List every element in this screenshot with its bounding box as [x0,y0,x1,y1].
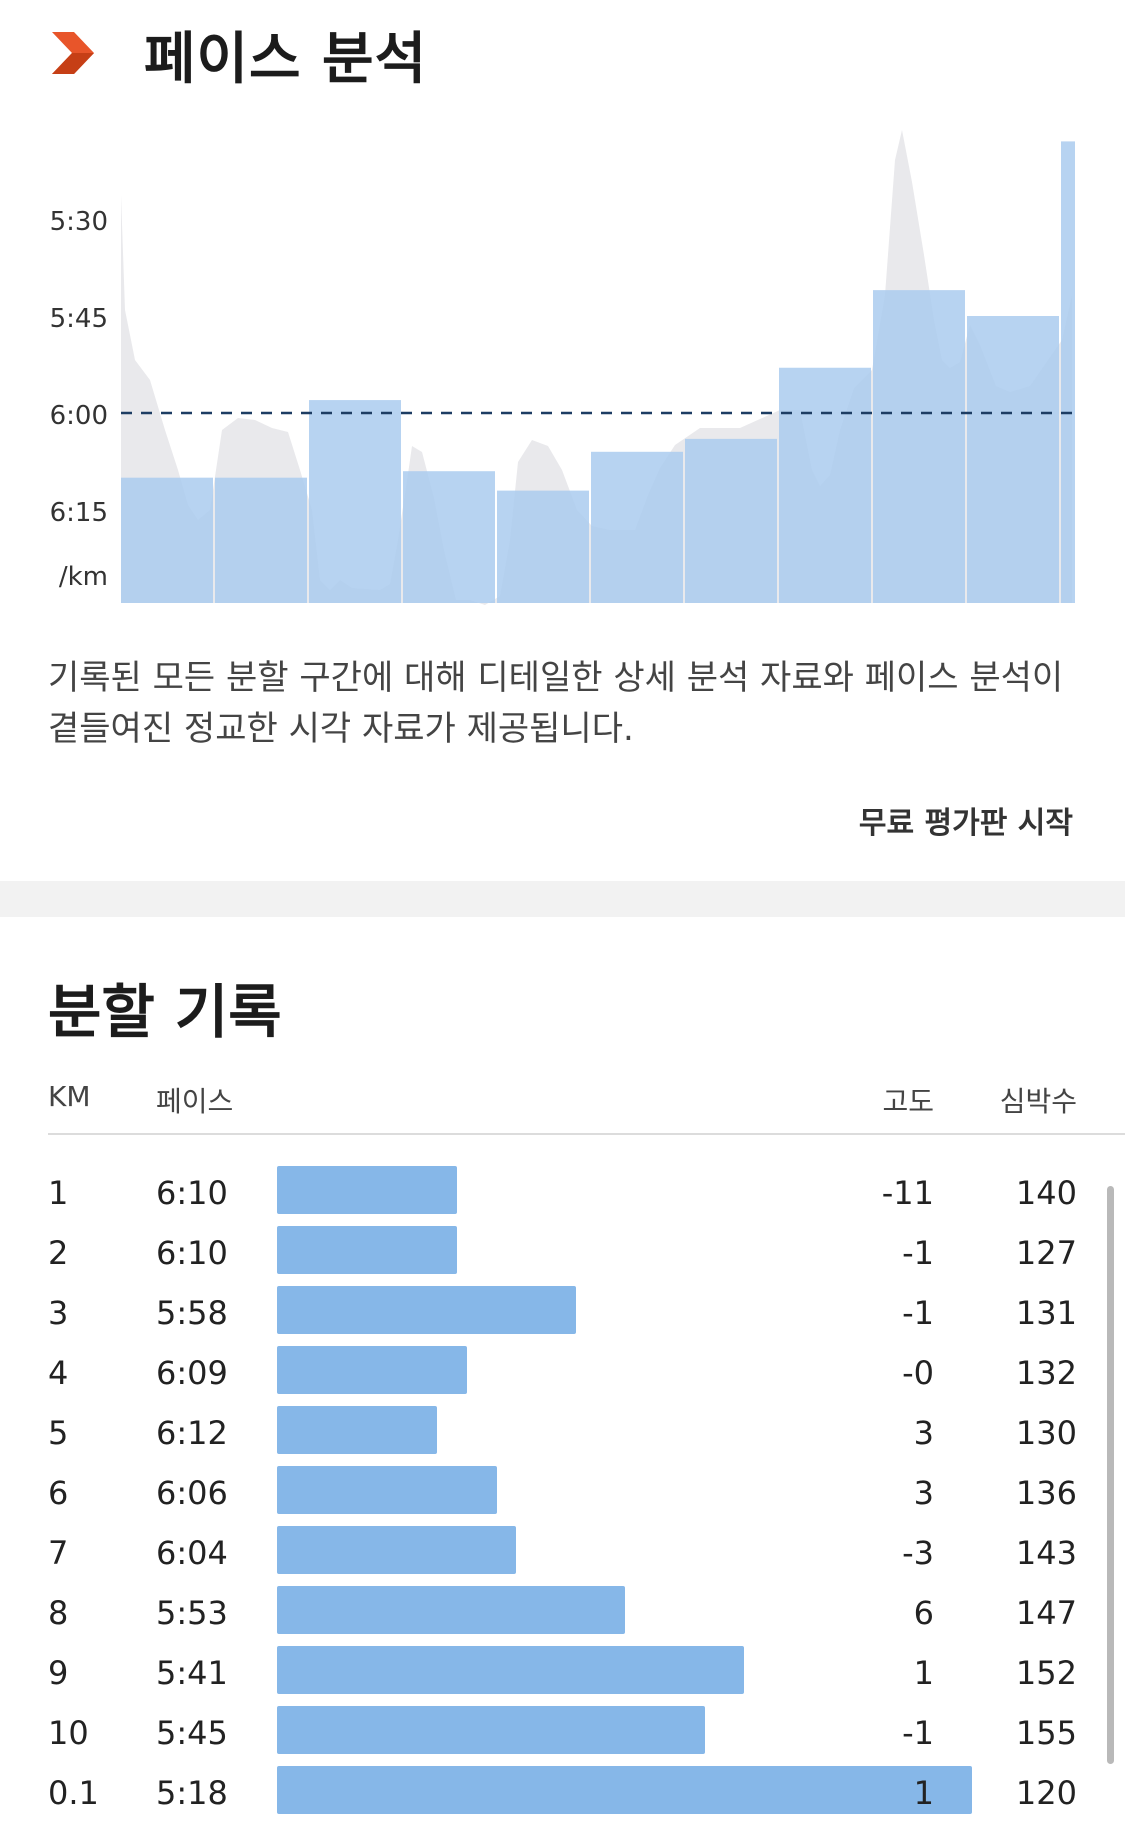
split-km: 8 [48,1594,69,1632]
y-tick-label: 5:30 [50,207,108,237]
split-pace: 6:04 [156,1534,228,1572]
split-heart-rate: 155 [1015,1714,1077,1752]
split-km: 7 [48,1534,69,1572]
y-axis-unit-label: /km [59,562,108,592]
split-pace: 6:12 [156,1414,228,1452]
splits-title: 분할 기록 [48,978,282,1046]
split-pace: 6:06 [156,1474,228,1512]
table-row: 8 5:53 6 147 [0,1586,1125,1646]
split-heart-rate: 131 [1015,1294,1077,1332]
table-row: 4 6:09 -0 132 [0,1346,1125,1406]
split-elevation: -1 [902,1714,934,1752]
page-header: 페이스 분석 [0,0,1125,110]
table-row: 10 5:45 -1 155 [0,1706,1125,1766]
split-elevation: -0 [902,1354,934,1392]
split-heart-rate: 136 [1015,1474,1077,1512]
table-row: 6 6:06 3 136 [0,1466,1125,1526]
split-pace: 5:53 [156,1594,228,1632]
split-elevation: 3 [913,1474,934,1512]
split-pace-bar [277,1226,457,1274]
pace-bar-km-1[interactable] [121,477,213,603]
table-row: 2 6:10 -1 127 [0,1226,1125,1286]
split-pace-bar [277,1406,438,1454]
split-heart-rate: 132 [1015,1354,1077,1392]
pace-chart-svg: 5:30 5:45 6:00 6:15/km [50,130,1075,605]
pace-bar-km-10[interactable] [967,316,1059,603]
split-pace: 6:10 [156,1234,228,1272]
split-km: 9 [48,1654,69,1692]
split-pace-bar [277,1586,626,1634]
section-divider [0,881,1125,917]
pace-bar-km-0.1[interactable] [1061,141,1075,603]
col-header-pace: 페이스 [156,1085,234,1118]
split-pace: 5:45 [156,1714,228,1752]
y-tick-label: 6:00 [50,401,108,431]
scrollbar[interactable] [1107,1186,1114,1764]
split-pace: 6:09 [156,1354,228,1392]
y-tick-label: 5:45 [50,304,108,334]
split-heart-rate: 127 [1015,1234,1077,1272]
analysis-description: 기록된 모든 분할 구간에 대해 디테일한 상세 분석 자료와 페이스 분석이 … [48,658,1064,749]
split-pace-bar [277,1286,576,1334]
col-header-heart-rate: 심박수 [999,1085,1077,1118]
split-heart-rate: 143 [1015,1534,1077,1572]
split-pace-bar [277,1466,497,1514]
split-km: 6 [48,1474,69,1512]
pace-bar-km-2[interactable] [215,477,307,603]
page-title: 페이스 분석 [144,27,428,92]
split-heart-rate: 130 [1015,1414,1077,1452]
split-pace: 6:10 [156,1174,228,1212]
col-header-km: KM [48,1080,91,1113]
split-elevation: -3 [902,1534,934,1572]
split-elevation: -1 [902,1234,934,1272]
split-elevation: 1 [913,1774,934,1812]
pace-bar-km-3[interactable] [309,400,401,603]
table-row: 7 6:04 -3 143 [0,1526,1125,1586]
split-km: 0.1 [48,1774,99,1812]
split-pace: 5:18 [156,1774,228,1812]
split-pace: 5:58 [156,1294,228,1332]
pace-bar-km-5[interactable] [497,490,589,603]
table-row: 5 6:12 3 130 [0,1406,1125,1466]
pace-bar-km-4[interactable] [403,471,495,603]
pace-bar-km-6[interactable] [591,451,683,603]
split-pace: 5:41 [156,1654,228,1692]
pace-bar-km-9[interactable] [873,290,965,603]
split-heart-rate: 120 [1015,1774,1077,1812]
split-pace-bar [277,1526,517,1574]
split-elevation: 6 [913,1594,934,1632]
y-tick-label: 6:15 [50,498,108,528]
table-row: 3 5:58 -1 131 [0,1286,1125,1346]
col-header-elevation: 고도 [882,1085,934,1118]
pace-analysis-chart: 5:30 5:45 6:00 6:15/km [0,110,1125,630]
pace-bar-km-8[interactable] [779,367,871,603]
table-row: 1 6:10 -11 140 [0,1166,1125,1226]
split-elevation: -11 [881,1174,934,1212]
split-elevation: -1 [902,1294,934,1332]
split-elevation: 1 [913,1654,934,1692]
split-pace-bar [277,1706,705,1754]
split-pace-bar [277,1766,972,1814]
split-pace-bar [277,1646,745,1694]
split-km: 5 [48,1414,69,1452]
header-divider [48,1133,1125,1135]
split-heart-rate: 140 [1015,1174,1077,1212]
split-km: 1 [48,1174,69,1212]
table-row: 0.1 5:18 1 120 [0,1766,1125,1826]
free-trial-link[interactable]: 무료 평가판 시작 [858,806,1073,841]
table-row: 9 5:41 1 152 [0,1646,1125,1706]
split-km: 3 [48,1294,69,1332]
split-elevation: 3 [913,1414,934,1452]
brand-chevron-icon [52,32,94,74]
split-km: 2 [48,1234,69,1272]
split-heart-rate: 152 [1015,1654,1077,1692]
split-km: 4 [48,1354,69,1392]
split-heart-rate: 147 [1015,1594,1077,1632]
split-pace-bar [277,1166,457,1214]
split-pace-bar [277,1346,467,1394]
pace-bar-km-7[interactable] [685,438,777,603]
split-km: 10 [48,1714,89,1752]
